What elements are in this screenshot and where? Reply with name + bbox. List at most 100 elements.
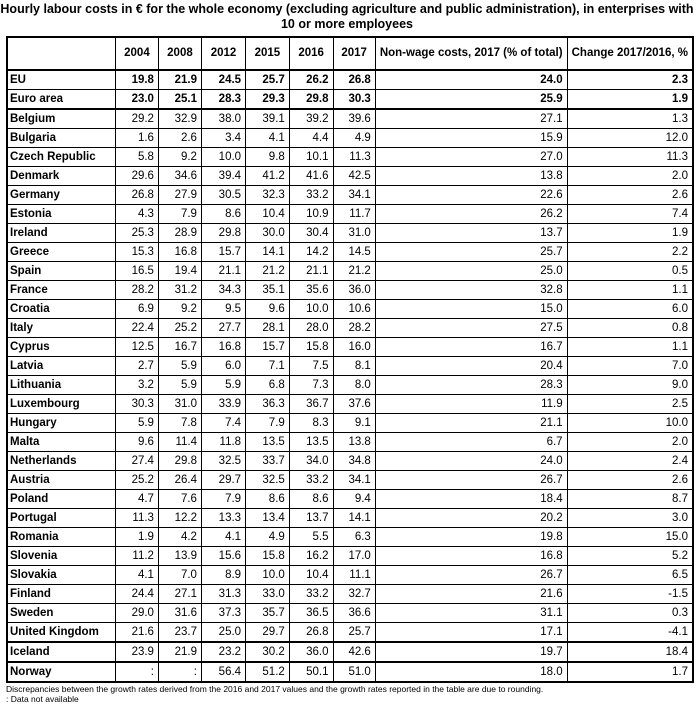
country-name: Ireland [6, 223, 116, 243]
value-cell: 4.2 [157, 527, 202, 547]
value-cell: 34.0 [288, 451, 334, 471]
value-cell: 7.8 [157, 413, 202, 433]
value-cell: 24.5 [200, 69, 247, 90]
footnotes: Discrepancies between the growth rates d… [6, 684, 543, 704]
value-cell: 25.7 [374, 242, 568, 262]
value-cell: 17.0 [332, 546, 376, 566]
value-cell: 3.2 [114, 375, 159, 395]
value-cell: 36.0 [288, 641, 334, 663]
value-cell: 32.5 [200, 451, 247, 471]
value-cell: 34.3 [200, 280, 247, 300]
table-row: Romania 1.9 4.2 4.1 4.9 5.5 6.3 19.8 15.0 [6, 527, 694, 547]
value-cell: 5.8 [114, 147, 159, 167]
value-cell: 13.4 [245, 508, 290, 528]
value-cell: 6.0 [566, 299, 694, 319]
value-cell: 24.0 [374, 69, 568, 90]
value-cell: 24.4 [114, 584, 159, 604]
value-cell: 18.4 [374, 489, 568, 509]
value-cell: 2.6 [566, 185, 694, 205]
value-cell: 0.8 [566, 318, 694, 338]
column-header: Change 2017/2016, % [566, 36, 694, 71]
value-cell: 13.5 [288, 432, 334, 452]
value-cell: 21.2 [245, 261, 290, 281]
value-cell: 19.4 [157, 261, 202, 281]
value-cell: 7.4 [566, 204, 694, 224]
value-cell: 5.9 [157, 375, 202, 395]
country-name: Germany [6, 185, 116, 205]
value-cell: 36.0 [332, 280, 376, 300]
value-cell: 33.2 [288, 584, 334, 604]
country-name: Estonia [6, 204, 116, 224]
value-cell: 19.8 [374, 527, 568, 547]
value-cell: 12.0 [566, 128, 694, 148]
value-cell: 30.3 [332, 89, 376, 110]
country-name: Poland [6, 489, 116, 509]
value-cell: 15.7 [200, 242, 247, 262]
value-cell: 31.6 [157, 603, 202, 623]
table-row: Iceland 23.9 21.9 23.2 30.2 36.0 42.6 19.7 18.4 [6, 641, 694, 663]
value-cell: 32.3 [245, 185, 290, 205]
value-cell: 34.1 [332, 185, 376, 205]
table-row: Czech Republic 5.8 9.2 10.0 9.8 10.1 11.3 27.0 1… [6, 147, 694, 167]
value-cell: 16.8 [374, 546, 568, 566]
table-row: Sweden 29.0 31.6 37.3 35.7 36.5 36.6 31.1 0.3 [6, 603, 694, 623]
table-row: Germany 26.8 27.9 30.5 32.3 33.2 34.1 22.6 2.6 [6, 185, 694, 205]
value-cell: 7.3 [288, 375, 334, 395]
table-row: Slovakia 4.1 7.0 8.9 10.0 10.4 11.1 26.7 6.5 [6, 565, 694, 585]
value-cell: 18.0 [374, 661, 568, 683]
value-cell: 13.5 [245, 432, 290, 452]
value-cell: 34.1 [332, 470, 376, 490]
value-cell: : [157, 661, 202, 683]
value-cell: 29.8 [288, 89, 334, 110]
value-cell: 1.9 [566, 89, 694, 110]
value-cell: 29.8 [157, 451, 202, 471]
value-cell: 2.0 [566, 432, 694, 452]
value-cell: 11.2 [114, 546, 159, 566]
value-cell: 5.9 [114, 413, 159, 433]
value-cell: 25.2 [114, 470, 159, 490]
value-cell: 13.7 [374, 223, 568, 243]
column-header: Non-wage costs, 2017 (% of total) [374, 36, 568, 71]
value-cell: 51.2 [245, 661, 290, 683]
country-name: Netherlands [6, 451, 116, 471]
value-cell: 39.4 [200, 166, 247, 186]
value-cell: 35.6 [288, 280, 334, 300]
table-row: United Kingdom 21.6 23.7 25.0 29.7 26.8 25.7 17… [6, 622, 694, 643]
value-cell: 25.2 [157, 318, 202, 338]
value-cell: 27.4 [114, 451, 159, 471]
value-cell: 11.7 [332, 204, 376, 224]
value-cell: 9.6 [245, 299, 290, 319]
value-cell: 13.9 [157, 546, 202, 566]
country-name: France [6, 280, 116, 300]
value-cell: 29.6 [114, 166, 159, 186]
value-cell: 34.6 [157, 166, 202, 186]
value-cell: 10.0 [566, 413, 694, 433]
country-name: EU [6, 69, 116, 90]
value-cell: 56.4 [200, 661, 247, 683]
value-cell: 23.0 [114, 89, 159, 110]
value-cell: 7.9 [245, 413, 290, 433]
country-name: Greece [6, 242, 116, 262]
value-cell: 2.6 [566, 470, 694, 490]
value-cell: 26.7 [374, 565, 568, 585]
value-cell: 21.9 [157, 69, 202, 90]
value-cell: 7.1 [245, 356, 290, 376]
value-cell: 14.1 [332, 508, 376, 528]
value-cell: 27.5 [374, 318, 568, 338]
value-cell: 15.8 [288, 337, 334, 357]
value-cell: 29.3 [245, 89, 290, 110]
table-row: Denmark 29.6 34.6 39.4 41.2 41.6 42.5 13.8 2.0 [6, 166, 694, 186]
table-row: Austria 25.2 26.4 29.7 32.5 33.2 34.1 26.7 2.6 [6, 470, 694, 490]
value-cell: 9.1 [332, 413, 376, 433]
value-cell: 15.7 [245, 337, 290, 357]
value-cell: 2.6 [157, 128, 202, 148]
value-cell: 20.2 [374, 508, 568, 528]
value-cell: 15.3 [114, 242, 159, 262]
country-name: United Kingdom [6, 622, 116, 643]
value-cell: 25.7 [332, 622, 376, 643]
value-cell: 4.1 [245, 128, 290, 148]
value-cell: 14.5 [332, 242, 376, 262]
country-name: Finland [6, 584, 116, 604]
value-cell: 29.8 [200, 223, 247, 243]
value-cell: 27.7 [200, 318, 247, 338]
